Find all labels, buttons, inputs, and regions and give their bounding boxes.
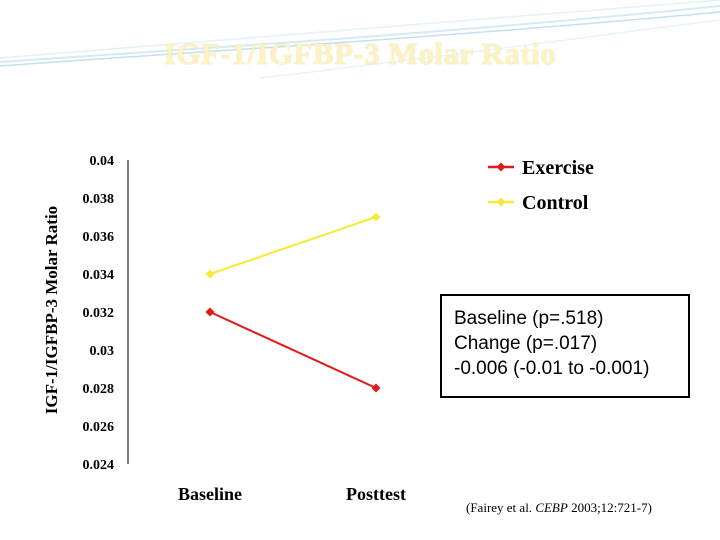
y-tick-label: 0.034	[83, 268, 115, 283]
citation-suffix: 2003;12:721-7)	[567, 500, 652, 515]
series-line-control	[209, 216, 377, 275]
legend: Exercise Control	[488, 157, 594, 214]
stats-box: Baseline (p=.518) Change (p=.017) -0.006…	[440, 294, 690, 398]
y-tick-labels: 0.04 0.038 0.036 0.034 0.032 0.03 0.028 0.026 0.…	[83, 154, 115, 473]
slide-title: IGF-1/IGFBP-3 Molar Ratio	[163, 36, 557, 71]
y-tick-label: 0.024	[83, 458, 115, 473]
citation-journal: CEBP	[535, 500, 568, 515]
series-layer	[205, 212, 381, 393]
y-tick-label: 0.036	[83, 230, 115, 245]
y-tick-label: 0.026	[83, 420, 115, 435]
legend-marker-control	[496, 197, 506, 207]
series-line-exercise	[209, 311, 377, 389]
citation-prefix: (Fairey et al.	[466, 500, 536, 515]
legend-label-exercise: Exercise	[522, 157, 594, 179]
citation: (Fairey et al. CEBP 2003;12:721-7)	[466, 500, 652, 516]
decorative-wave-lines	[0, 0, 720, 79]
y-tick-label: 0.038	[83, 192, 115, 207]
data-point-exercise	[205, 307, 215, 317]
x-tick-labels: Baseline Posttest	[178, 484, 406, 504]
x-tick-label: Baseline	[178, 484, 242, 504]
y-tick-label: 0.04	[90, 154, 115, 169]
legend-label-control: Control	[522, 192, 589, 214]
y-tick-label: 0.028	[83, 382, 115, 397]
x-tick-label: Posttest	[346, 484, 406, 504]
data-point-control	[205, 269, 215, 279]
y-tick-label: 0.03	[90, 344, 115, 359]
stats-difference: -0.006 (-0.01 to -0.001)	[454, 358, 650, 379]
data-point-exercise	[371, 383, 381, 393]
data-point-control	[371, 212, 381, 222]
y-tick-label: 0.032	[83, 306, 115, 321]
stats-change: Change (p=.017)	[454, 333, 598, 354]
legend-marker-exercise	[496, 162, 506, 172]
stats-baseline: Baseline (p=.518)	[454, 308, 604, 329]
